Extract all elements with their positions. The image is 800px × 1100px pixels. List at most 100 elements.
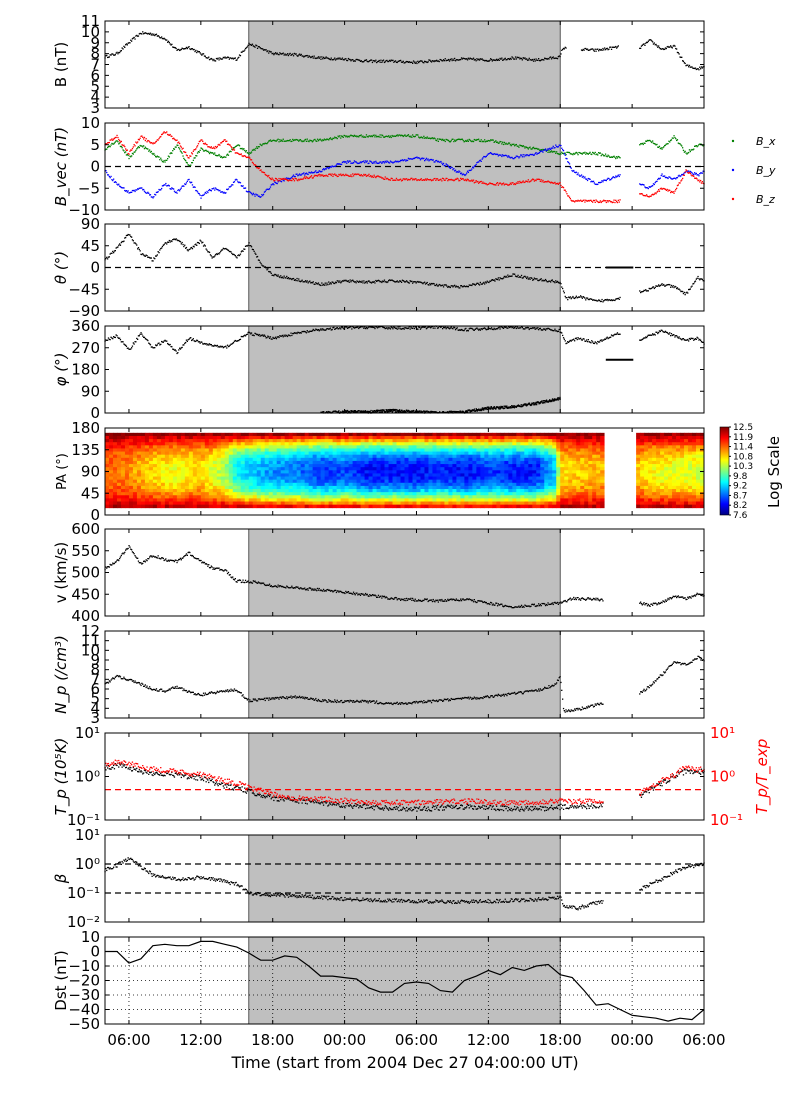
data-point [445, 60, 447, 62]
data-point [329, 327, 332, 329]
data-point [654, 286, 656, 289]
data-point [696, 336, 698, 338]
data-point [692, 283, 694, 285]
data-point [472, 57, 475, 59]
data-point [166, 39, 168, 41]
data-point [237, 57, 239, 59]
data-point [437, 285, 439, 287]
data-point [328, 167, 331, 169]
data-point [561, 49, 563, 51]
data-point [372, 162, 374, 164]
data-point [282, 179, 284, 181]
data-point [670, 333, 673, 335]
data-point [612, 201, 614, 203]
data-point [413, 136, 416, 138]
data-point [186, 180, 188, 182]
data-point [526, 327, 528, 329]
data-point [680, 144, 682, 146]
data-point [321, 170, 323, 173]
data-point [358, 326, 361, 329]
data-point [226, 249, 229, 251]
data-point [573, 200, 575, 202]
data-point [362, 282, 364, 284]
data-point [458, 180, 460, 182]
data-point [253, 164, 255, 166]
data-point [334, 328, 336, 330]
data-point [386, 411, 389, 413]
data-point [424, 61, 427, 63]
data-point [204, 191, 206, 194]
data-point [250, 43, 252, 46]
data-point [658, 330, 661, 332]
data-point [457, 411, 459, 413]
data-point [358, 162, 361, 164]
data-point [578, 200, 580, 202]
data-point [173, 348, 175, 350]
data-point [402, 60, 404, 62]
data-point [163, 37, 165, 39]
data-point [233, 340, 236, 342]
data-point [265, 142, 267, 145]
data-point [475, 283, 477, 285]
data-point [478, 182, 480, 184]
data-point [309, 280, 311, 282]
data-point [483, 141, 485, 143]
data-point [203, 150, 206, 152]
data-point [112, 139, 114, 141]
data-point [204, 149, 206, 152]
data-point [580, 200, 583, 202]
data-point [332, 410, 334, 412]
data-point [469, 284, 471, 286]
data-point [126, 149, 128, 151]
data-point [427, 61, 429, 63]
data-point [296, 332, 298, 335]
data-point [155, 344, 157, 346]
data-point [438, 60, 440, 63]
data-point [383, 327, 386, 329]
data-point [439, 138, 441, 140]
data-point [376, 280, 378, 282]
data-point [185, 151, 187, 154]
data-point [663, 331, 665, 333]
data-point [201, 147, 203, 150]
data-point [487, 139, 489, 142]
data-point [193, 48, 195, 51]
data-point [173, 238, 176, 240]
data-point [595, 183, 597, 185]
data-point [202, 245, 205, 247]
data-point [383, 61, 386, 64]
data-point [250, 159, 252, 161]
data-point [512, 326, 514, 328]
data-point [647, 140, 649, 142]
data-point [310, 56, 313, 58]
data-point [328, 138, 331, 140]
data-point [615, 333, 617, 336]
data-point [391, 409, 393, 411]
data-point [665, 331, 667, 333]
data-point [244, 187, 246, 189]
data-point [591, 153, 593, 156]
data-point [603, 49, 605, 51]
data-point [405, 411, 407, 413]
data-point [279, 276, 281, 279]
data-point [510, 275, 512, 277]
data-point [144, 255, 146, 257]
data-point [417, 410, 419, 413]
data-point [471, 58, 473, 60]
data-point [517, 145, 519, 147]
data-point [137, 138, 140, 141]
data-point [274, 53, 276, 55]
data-point [223, 139, 225, 141]
data-point [121, 47, 123, 49]
data-point [689, 66, 691, 68]
data-point [489, 140, 491, 142]
data-point [655, 43, 657, 46]
data-point [361, 280, 363, 282]
data-point [137, 35, 139, 37]
data-point [429, 282, 431, 285]
data-point [214, 187, 217, 189]
data-point [363, 60, 365, 63]
data-point [121, 187, 123, 189]
data-point [443, 139, 445, 141]
